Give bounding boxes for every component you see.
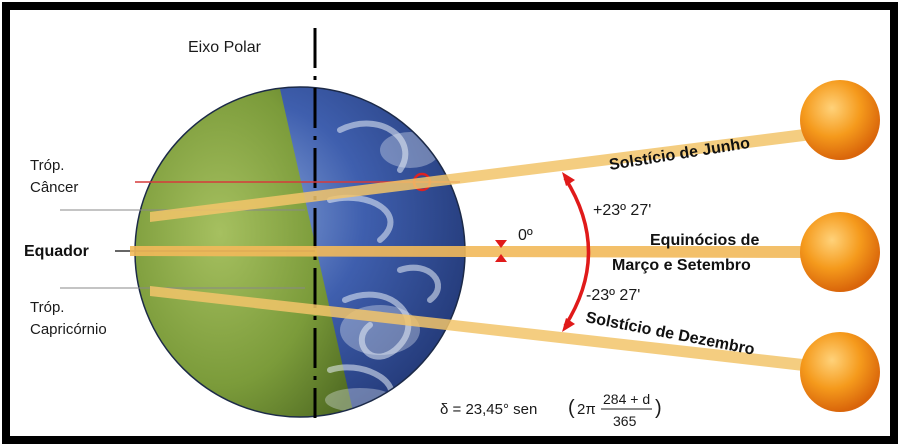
formula-close-paren: ) (655, 397, 662, 419)
declination-formula: δ = 23,45° sen ( 2π 284 + d 365 ) (440, 391, 662, 429)
angle-zero-label: 0º (518, 227, 533, 244)
sun-equinox (800, 212, 880, 292)
equinoxes-label-2: Março e Setembro (612, 257, 751, 274)
formula-lhs: δ = 23,45° sen (440, 401, 537, 418)
tropic-cancer-label-2: Câncer (30, 179, 78, 196)
formula-open-paren: ( (568, 397, 575, 419)
zero-angle-arrow-bottom (495, 254, 507, 262)
june-solstice-ray (150, 128, 812, 222)
formula-two-pi: 2π (577, 401, 596, 418)
equator-label: Equador (24, 243, 89, 260)
arc-arrow-bottom (562, 318, 575, 332)
angle-plus-label: +23º 27' (593, 202, 651, 219)
equinox-ray (130, 246, 812, 258)
polar-axis-label: Eixo Polar (188, 39, 262, 56)
sun-rays (130, 128, 812, 372)
declination-arc (563, 177, 591, 327)
arc-arrow-top (562, 172, 575, 186)
sun-june (800, 80, 880, 160)
tropic-capricorn-label-2: Capricórnio (30, 321, 107, 338)
formula-denominator: 365 (613, 413, 637, 429)
tropic-cancer-label-1: Tróp. (30, 157, 64, 174)
tropic-capricorn-label-1: Tróp. (30, 299, 64, 316)
december-solstice-ray (150, 286, 812, 372)
zero-angle-arrow-top (495, 240, 507, 248)
sun-december (800, 332, 880, 412)
equinoxes-label-1: Equinócios de (650, 232, 759, 249)
formula-numerator: 284 + d (603, 391, 650, 407)
angle-minus-label: -23º 27' (586, 287, 640, 304)
